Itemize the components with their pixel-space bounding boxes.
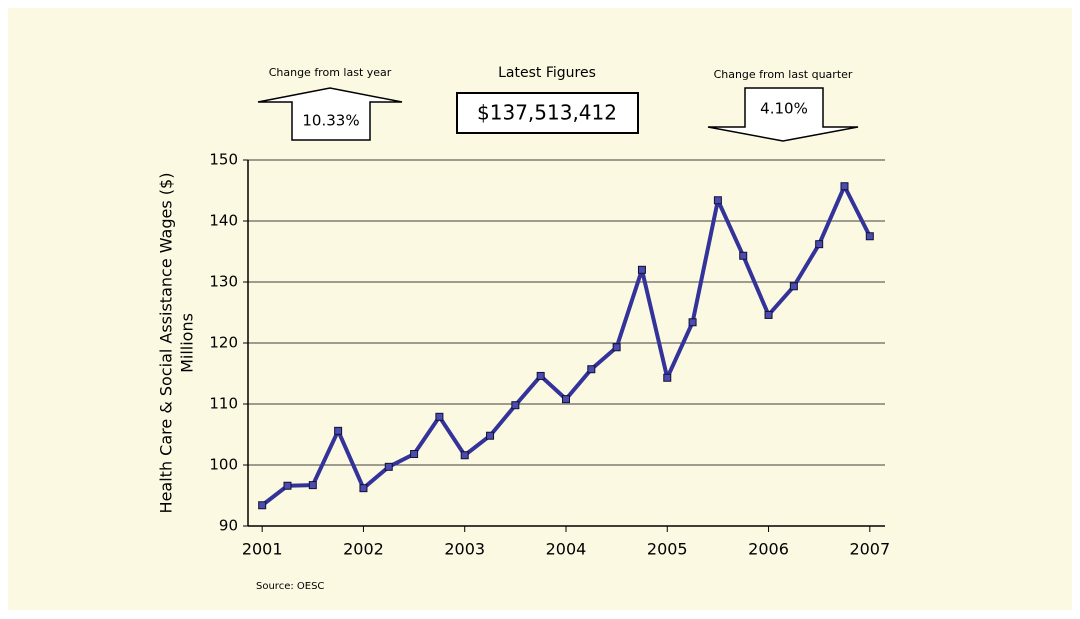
up-arrow: [257, 87, 403, 141]
data-point: [865, 232, 874, 241]
data-point: [486, 431, 495, 440]
data-point: [764, 310, 773, 319]
year-change-value: 10.33%: [302, 112, 359, 130]
data-point: [359, 484, 368, 493]
x-tick-label: 2006: [748, 540, 789, 559]
data-point: [435, 412, 444, 421]
data-point: [308, 481, 317, 490]
latest-box: [456, 92, 639, 134]
data-point: [511, 401, 520, 410]
data-point: [713, 196, 722, 205]
data-point: [840, 182, 849, 191]
x-tick-label: 2002: [343, 540, 384, 559]
data-point: [815, 240, 824, 249]
latest-value: $137,513,412: [477, 101, 617, 125]
data-point: [688, 318, 697, 327]
data-point: [334, 426, 343, 435]
year-change-label: Change from last year: [269, 66, 392, 79]
y-axis-label: Millions: [178, 313, 197, 373]
y-tick-label: 130: [209, 273, 238, 291]
data-point: [410, 450, 419, 459]
y-tick-label: 90: [219, 517, 238, 535]
x-tick-label: 2007: [849, 540, 890, 559]
y-tick-label: 150: [209, 151, 238, 169]
data-point: [637, 265, 646, 274]
y-tick-label: 140: [209, 212, 238, 230]
data-point: [384, 462, 393, 471]
x-tick-label: 2005: [647, 540, 688, 559]
y-tick-label: 110: [209, 395, 238, 413]
y-tick-label: 100: [209, 456, 238, 474]
quarter-change-value: 4.10%: [760, 100, 808, 118]
source-note: Source: OESC: [256, 581, 324, 592]
down-arrow: [707, 87, 859, 142]
x-tick-label: 2003: [444, 540, 485, 559]
data-point: [460, 451, 469, 460]
data-point: [739, 251, 748, 260]
latest-label: Latest Figures: [498, 65, 596, 81]
x-tick-label: 2004: [546, 540, 587, 559]
data-point: [789, 282, 798, 291]
data-point: [283, 481, 292, 490]
data-point: [561, 395, 570, 404]
x-tick-label: 2001: [242, 540, 283, 559]
quarter-change-label: Change from last quarter: [714, 68, 853, 81]
y-axis-label: Health Care & Social Assistance Wages ($…: [157, 173, 176, 514]
data-point: [258, 501, 267, 510]
data-point: [612, 343, 621, 352]
data-point: [663, 373, 672, 382]
y-tick-label: 120: [209, 334, 238, 352]
data-point: [587, 365, 596, 374]
data-point: [536, 371, 545, 380]
